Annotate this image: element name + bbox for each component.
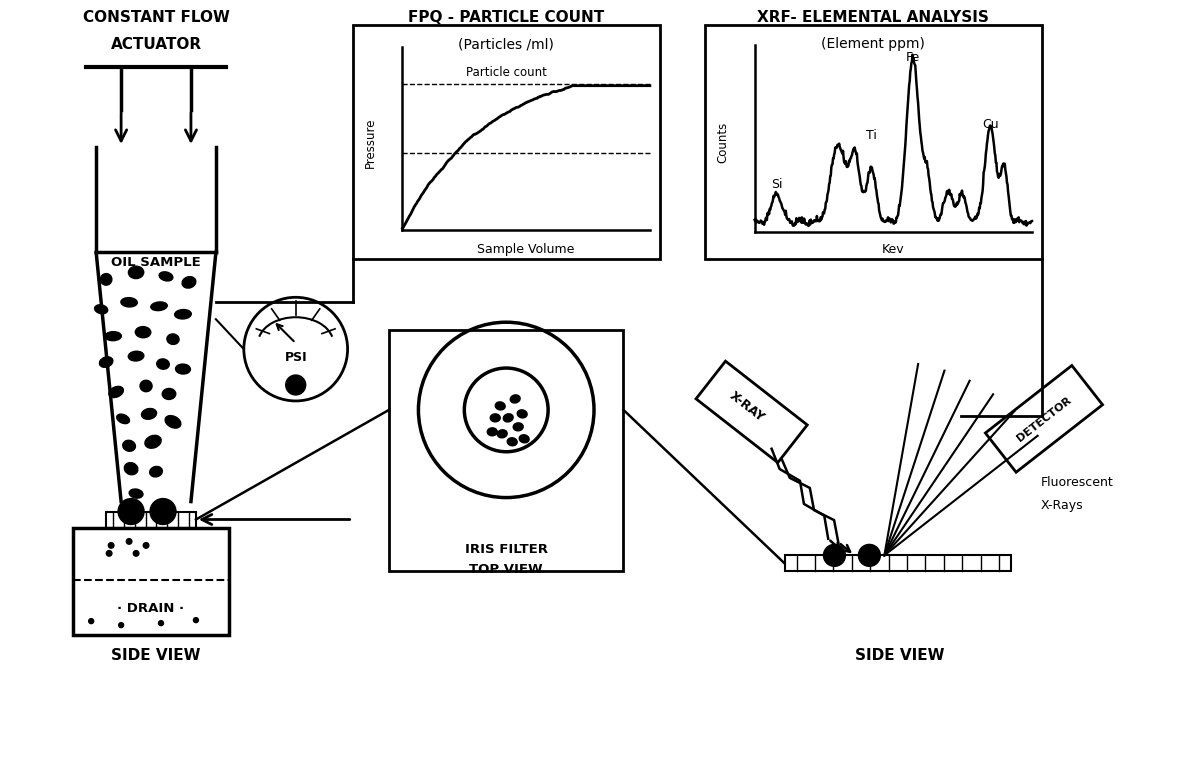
Circle shape (118, 499, 144, 524)
Text: Kev: Kev (882, 243, 905, 256)
Ellipse shape (175, 309, 191, 319)
Ellipse shape (520, 435, 529, 443)
Circle shape (107, 551, 112, 556)
Circle shape (126, 539, 132, 544)
Ellipse shape (128, 351, 144, 361)
Ellipse shape (496, 402, 505, 410)
Ellipse shape (100, 357, 113, 367)
Ellipse shape (136, 327, 151, 338)
Text: Fe: Fe (906, 51, 920, 64)
Text: X-Rays: X-Rays (1040, 499, 1084, 512)
Text: PSI: PSI (284, 351, 307, 364)
Ellipse shape (491, 414, 500, 422)
Circle shape (823, 545, 846, 566)
Text: Counts: Counts (716, 121, 730, 163)
Text: Ti: Ti (865, 129, 876, 142)
Text: Pressure: Pressure (364, 117, 377, 167)
Circle shape (143, 542, 149, 549)
Ellipse shape (109, 387, 124, 397)
Text: ACTUATOR: ACTUATOR (110, 37, 202, 52)
Ellipse shape (487, 428, 497, 435)
Ellipse shape (167, 334, 179, 345)
Ellipse shape (101, 274, 112, 285)
Ellipse shape (116, 414, 130, 423)
Ellipse shape (160, 272, 173, 281)
Text: Cu: Cu (982, 118, 998, 131)
Text: X-RAY: X-RAY (727, 389, 767, 425)
Ellipse shape (162, 388, 175, 400)
Circle shape (89, 619, 94, 623)
Text: FPQ - PARTICLE COUNT: FPQ - PARTICLE COUNT (408, 11, 605, 25)
Ellipse shape (150, 467, 162, 477)
Text: TOP VIEW: TOP VIEW (469, 563, 544, 576)
Bar (704, 25, 1042, 260)
Circle shape (133, 551, 139, 556)
Text: IRIS FILTER: IRIS FILTER (464, 543, 547, 556)
Bar (106, 512, 196, 529)
Circle shape (193, 617, 198, 623)
Circle shape (158, 620, 163, 626)
Ellipse shape (125, 463, 138, 474)
Ellipse shape (166, 416, 181, 428)
Text: Sample Volume: Sample Volume (478, 243, 575, 256)
Ellipse shape (130, 489, 143, 498)
Ellipse shape (510, 395, 520, 403)
Ellipse shape (104, 332, 121, 341)
Circle shape (286, 375, 306, 395)
Ellipse shape (142, 409, 156, 419)
Ellipse shape (497, 430, 508, 438)
Text: DETECTOR: DETECTOR (1015, 395, 1073, 443)
Circle shape (108, 542, 114, 549)
Bar (389, 330, 624, 571)
Text: Particle count: Particle count (466, 66, 547, 79)
Ellipse shape (140, 380, 152, 392)
Ellipse shape (157, 359, 169, 369)
Circle shape (119, 623, 124, 627)
Text: SIDE VIEW: SIDE VIEW (112, 648, 200, 662)
Ellipse shape (121, 298, 137, 307)
Text: Fluorescent: Fluorescent (1040, 476, 1114, 489)
Ellipse shape (182, 277, 196, 288)
Ellipse shape (151, 302, 167, 311)
Text: · DRAIN ·: · DRAIN · (118, 602, 185, 615)
Ellipse shape (503, 414, 514, 422)
Ellipse shape (514, 422, 523, 431)
Bar (785, 555, 1012, 571)
Ellipse shape (128, 266, 144, 279)
Text: Si: Si (772, 177, 782, 190)
Ellipse shape (508, 438, 517, 445)
Ellipse shape (175, 364, 191, 374)
Text: CONSTANT FLOW: CONSTANT FLOW (83, 11, 229, 25)
Ellipse shape (95, 305, 108, 314)
Bar (353, 25, 660, 260)
Text: OIL SAMPLE: OIL SAMPLE (112, 257, 200, 270)
Bar (73, 529, 229, 635)
Circle shape (150, 499, 176, 524)
Text: SIDE VIEW: SIDE VIEW (854, 648, 944, 662)
Ellipse shape (517, 410, 527, 418)
Text: (Particles /ml): (Particles /ml) (458, 37, 554, 51)
Ellipse shape (122, 440, 136, 452)
Circle shape (858, 545, 881, 566)
Text: XRF- ELEMENTAL ANALYSIS: XRF- ELEMENTAL ANALYSIS (757, 11, 989, 25)
Text: (Element ppm): (Element ppm) (822, 37, 925, 51)
Ellipse shape (145, 435, 161, 448)
